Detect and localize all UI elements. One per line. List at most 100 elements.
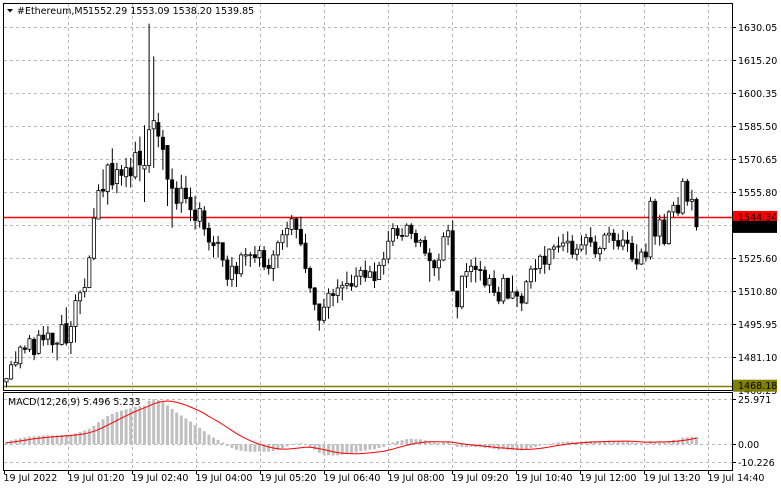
- candle: [18, 345, 23, 369]
- candle: [409, 223, 414, 240]
- price-tick-label: 1570.65: [738, 155, 777, 166]
- candle-body: [450, 230, 455, 292]
- macd-bar: [566, 441, 570, 445]
- time-axis[interactable]: 19 Jul 2022 19 Jul 01:20 19 Jul 02:40 19 Ju…: [4, 470, 765, 484]
- macd-bar: [101, 419, 105, 445]
- macd-signal-line: [6, 400, 697, 455]
- candle-body: [179, 187, 184, 204]
- candle-body: [321, 306, 326, 321]
- candle: [482, 266, 487, 288]
- candle: [570, 235, 575, 259]
- candle-body: [551, 246, 556, 250]
- candle: [446, 224, 451, 246]
- macd-bar: [184, 418, 188, 445]
- candle-body: [275, 242, 280, 256]
- candle-body: [671, 204, 676, 213]
- candle-body: [648, 200, 653, 258]
- macd-bar: [193, 425, 197, 445]
- candle: [666, 210, 671, 245]
- support-tag-label: 1468.18: [738, 381, 777, 392]
- candle: [602, 232, 607, 251]
- candle-body: [602, 234, 607, 249]
- candle-body: [147, 129, 152, 166]
- macd-bar: [207, 434, 211, 445]
- candle: [202, 206, 207, 236]
- candle: [298, 216, 303, 247]
- macd-axis[interactable]: 25.971 0.00 -10.226: [732, 395, 775, 469]
- candle-body: [326, 292, 331, 308]
- candle-body: [27, 338, 32, 350]
- macd-bar: [51, 435, 54, 445]
- candle: [64, 307, 69, 346]
- candle: [515, 289, 520, 308]
- macd-bar: [386, 444, 390, 446]
- candle: [611, 228, 616, 250]
- macd-bar: [616, 441, 620, 445]
- candle: [243, 248, 248, 266]
- time-tick-label: 19 Jul 05:20: [260, 473, 317, 484]
- candle-body: [666, 211, 671, 245]
- candle: [418, 238, 423, 247]
- macd-bar: [97, 422, 100, 445]
- candle: [91, 208, 96, 261]
- macd-bar: [230, 444, 234, 448]
- macd-bar: [501, 444, 505, 450]
- candle: [455, 290, 460, 319]
- macd-bar: [644, 443, 648, 445]
- candle-body: [262, 250, 267, 268]
- chevron-down-icon[interactable]: [7, 9, 13, 13]
- time-tick-label: 19 Jul 14:40: [708, 473, 765, 484]
- candle: [174, 181, 179, 210]
- macd-bar: [419, 439, 422, 445]
- macd-bar: [662, 442, 666, 445]
- candle-body: [101, 188, 106, 192]
- macd-bar: [359, 444, 363, 452]
- macd-bar: [529, 444, 533, 449]
- candle-body: [533, 268, 538, 270]
- candle-body: [432, 260, 437, 269]
- candle-body: [538, 255, 543, 269]
- candle: [349, 274, 354, 291]
- resistance-tag-background: [733, 210, 777, 223]
- candle-body: [367, 271, 372, 278]
- macd-bar: [570, 441, 574, 445]
- candle: [239, 252, 244, 277]
- macd-bar: [506, 444, 510, 450]
- candle-body: [45, 332, 50, 340]
- candle-body: [413, 233, 418, 243]
- candle: [630, 236, 635, 263]
- candle-body: [248, 254, 253, 257]
- macd-bar: [46, 435, 50, 445]
- candle-body: [584, 237, 589, 246]
- candle: [234, 262, 239, 288]
- current-price-tag-background: [733, 220, 777, 233]
- macd-bar: [409, 438, 413, 445]
- candle-body: [220, 242, 225, 261]
- macd-bar: [695, 436, 698, 445]
- macd-bar: [258, 444, 261, 452]
- macd-bar: [74, 433, 77, 445]
- candle: [197, 202, 202, 228]
- macd-bar: [294, 443, 298, 445]
- candle-body: [280, 234, 285, 244]
- candle: [55, 341, 60, 361]
- candle: [9, 360, 14, 380]
- macd-bar: [400, 440, 404, 445]
- candle-body: [492, 278, 497, 293]
- macd-bar: [524, 444, 528, 450]
- macd-bar: [612, 440, 616, 445]
- candle-body: [643, 251, 648, 258]
- candle-body: [441, 236, 446, 261]
- candle-body: [229, 265, 234, 280]
- candle-body: [243, 254, 248, 257]
- candle: [381, 251, 386, 275]
- candle: [275, 240, 280, 269]
- candle: [363, 260, 368, 282]
- candle: [312, 287, 317, 311]
- macd-bar: [442, 442, 445, 445]
- candle-body: [446, 230, 451, 238]
- time-tick-label: 19 Jul 09:20: [452, 473, 509, 484]
- candle: [510, 275, 515, 300]
- candle-body: [294, 218, 299, 230]
